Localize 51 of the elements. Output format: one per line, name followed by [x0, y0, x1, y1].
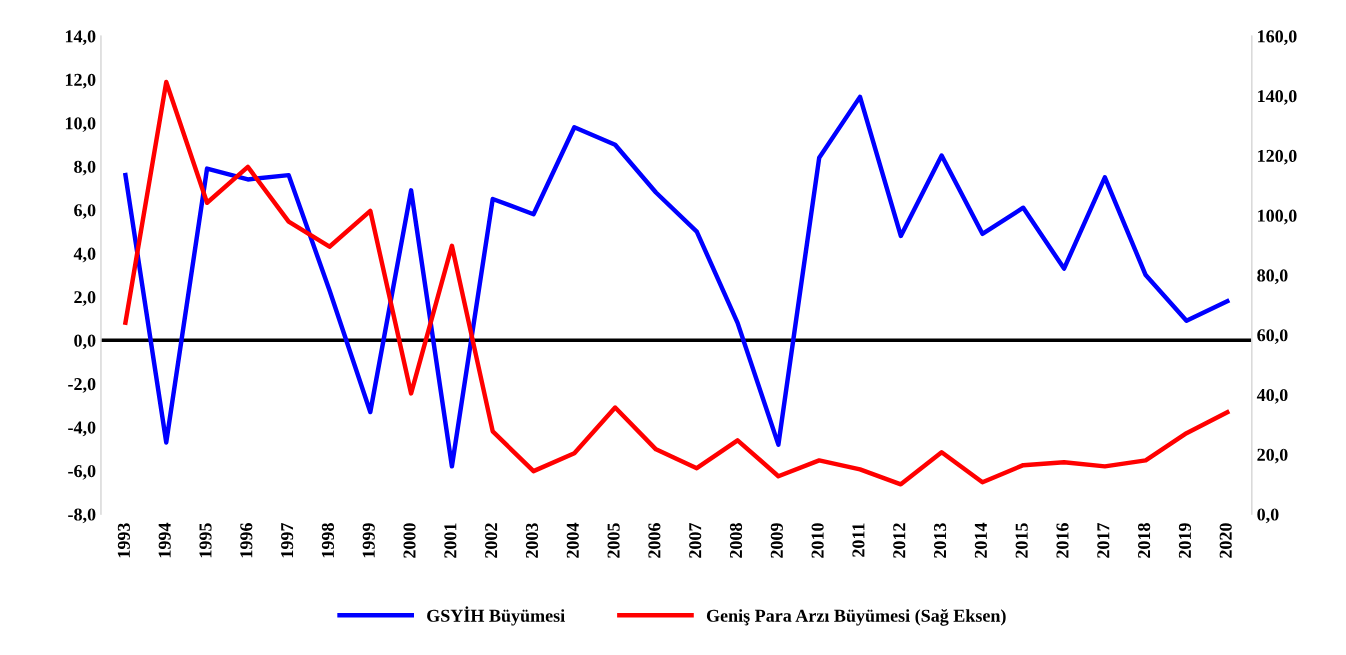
- x-tick-label: 2016: [1056, 523, 1069, 558]
- y-tick-label: 14,0: [65, 30, 96, 46]
- y-tick-label: -6,0: [68, 464, 96, 480]
- y-tick-label: -8,0: [68, 508, 96, 524]
- legend-label: Geniş Para Arzı Büyümesi (Sağ Eksen): [706, 608, 1006, 626]
- x-tick-label: 1994: [158, 522, 171, 558]
- x-tick-label: 2000: [403, 523, 416, 558]
- y2-tick-label: 0,0: [1257, 508, 1279, 524]
- x-tick-label: 2009: [770, 523, 783, 558]
- y-tick-label: -2,0: [68, 378, 96, 393]
- x-tick-label: 1999: [362, 523, 375, 558]
- x-tick-label: 2004: [566, 522, 579, 558]
- legend-label: GSYİH Büyümesi: [427, 606, 565, 626]
- y2-tick-label: 60,0: [1257, 329, 1288, 344]
- y-tick-label: 6,0: [74, 204, 96, 219]
- x-tick-label: 2007: [689, 522, 702, 558]
- x-tick-label: 2010: [811, 523, 824, 558]
- x-tick-label: 2013: [933, 523, 947, 558]
- x-tick-label: 1993: [117, 523, 130, 558]
- y-tick-label: 0,0: [74, 334, 96, 350]
- y2-tick-label: 100,0: [1258, 209, 1297, 225]
- x-tick-label: 2012: [893, 523, 906, 558]
- x-tick-label: 2001: [444, 523, 457, 558]
- x-tick-label: 2019: [1178, 523, 1191, 558]
- x-tick-label: 1997: [281, 522, 294, 558]
- x-tick-label: 1998: [321, 523, 334, 558]
- x-tick-label: 2015: [1015, 523, 1028, 558]
- y2-tick-label: 20,0: [1257, 448, 1288, 464]
- y2-tick-label: 40,0: [1256, 388, 1288, 404]
- x-tick-label: 2011: [852, 523, 865, 557]
- y-tick-label: 4,0: [73, 247, 96, 263]
- y-tick-label: 8,0: [74, 160, 96, 176]
- x-tick-label: 2006: [648, 523, 661, 558]
- x-tick-label: 2020: [1219, 523, 1232, 558]
- y2-tick-label: 160,0: [1258, 30, 1297, 46]
- y-tick-label: 12,0: [65, 73, 96, 89]
- y2-tick-label: 80,0: [1257, 269, 1288, 285]
- x-tick-label: 2014: [974, 522, 987, 558]
- y2-tick-label: 140,0: [1258, 90, 1297, 105]
- x-tick-label: 2005: [607, 523, 620, 558]
- y-tick-label: 2,0: [74, 291, 96, 306]
- y-tick-label: 10,0: [65, 117, 96, 133]
- y-tick-label: -4,0: [68, 421, 96, 437]
- x-tick-label: 1995: [199, 523, 212, 558]
- x-tick-label: 1996: [240, 523, 253, 558]
- x-tick-label: 2008: [729, 523, 743, 558]
- x-tick-label: 2017: [1097, 522, 1110, 558]
- x-tick-label: 2002: [485, 523, 498, 558]
- y2-tick-label: 120,0: [1258, 149, 1297, 165]
- x-tick-label: 2003: [525, 523, 539, 558]
- x-tick-label: 2018: [1138, 523, 1151, 558]
